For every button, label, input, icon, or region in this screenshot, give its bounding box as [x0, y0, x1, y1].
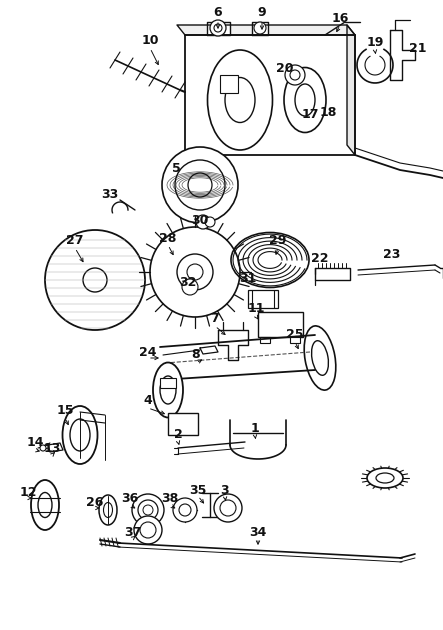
Ellipse shape	[31, 480, 59, 530]
Circle shape	[132, 494, 164, 526]
Circle shape	[214, 24, 222, 32]
Text: 37: 37	[124, 525, 142, 539]
Ellipse shape	[38, 493, 52, 517]
Circle shape	[173, 498, 197, 522]
Text: 21: 21	[409, 42, 427, 55]
Bar	[290, 337, 300, 343]
Text: 5: 5	[171, 161, 180, 175]
Text: 16: 16	[331, 11, 349, 25]
Circle shape	[220, 500, 236, 516]
Ellipse shape	[62, 406, 97, 464]
Text: 19: 19	[366, 35, 384, 49]
Text: 4: 4	[144, 394, 152, 406]
Text: 27: 27	[66, 234, 84, 246]
Text: 29: 29	[269, 234, 287, 246]
Polygon shape	[185, 35, 355, 155]
Text: 36: 36	[121, 491, 139, 505]
Text: 10: 10	[141, 33, 159, 47]
Text: 35: 35	[189, 483, 207, 496]
Text: 23: 23	[383, 248, 400, 261]
Bar	[168, 413, 198, 435]
Text: 8: 8	[192, 348, 200, 362]
Circle shape	[140, 522, 156, 538]
Bar	[160, 378, 176, 388]
Ellipse shape	[70, 419, 90, 451]
Circle shape	[40, 445, 46, 451]
Text: 25: 25	[286, 328, 304, 341]
Ellipse shape	[367, 468, 403, 488]
Ellipse shape	[160, 376, 176, 404]
Bar	[260, 337, 270, 343]
Bar	[220, 75, 238, 93]
Circle shape	[175, 160, 225, 210]
Polygon shape	[218, 330, 248, 360]
Text: 26: 26	[86, 496, 104, 508]
Text: 9: 9	[258, 6, 266, 18]
Text: 20: 20	[276, 62, 294, 74]
Text: 34: 34	[249, 525, 267, 539]
Circle shape	[177, 254, 213, 290]
Text: 28: 28	[159, 231, 177, 244]
Polygon shape	[207, 22, 230, 35]
Ellipse shape	[104, 503, 113, 517]
Text: 1: 1	[251, 421, 259, 435]
Bar	[248, 290, 278, 308]
Text: 14: 14	[26, 437, 44, 449]
Text: 15: 15	[56, 403, 74, 416]
Circle shape	[138, 500, 158, 520]
Text: 7: 7	[210, 311, 219, 324]
Circle shape	[205, 217, 215, 227]
Polygon shape	[252, 22, 268, 35]
Ellipse shape	[311, 341, 328, 375]
Text: 38: 38	[161, 491, 179, 505]
Circle shape	[162, 147, 238, 223]
Polygon shape	[315, 268, 350, 280]
Circle shape	[143, 505, 153, 515]
Ellipse shape	[295, 84, 315, 116]
Ellipse shape	[207, 50, 272, 150]
Polygon shape	[48, 443, 63, 452]
Polygon shape	[200, 346, 218, 354]
Text: 32: 32	[179, 275, 197, 289]
Circle shape	[150, 227, 240, 317]
Text: 3: 3	[221, 483, 229, 496]
Text: 17: 17	[301, 108, 319, 122]
Text: 33: 33	[101, 188, 119, 202]
Circle shape	[134, 516, 162, 544]
Circle shape	[290, 70, 300, 80]
Circle shape	[285, 65, 305, 85]
Ellipse shape	[304, 326, 336, 390]
Circle shape	[83, 268, 107, 292]
Text: 31: 31	[239, 272, 256, 285]
Circle shape	[196, 215, 210, 229]
Ellipse shape	[99, 495, 117, 525]
Ellipse shape	[153, 362, 183, 418]
Polygon shape	[347, 25, 355, 155]
Circle shape	[214, 494, 242, 522]
Text: 30: 30	[191, 214, 209, 227]
Circle shape	[179, 504, 191, 516]
Bar	[258, 312, 303, 337]
Text: 24: 24	[139, 345, 157, 358]
Text: 6: 6	[214, 6, 222, 18]
Ellipse shape	[284, 67, 326, 132]
Circle shape	[188, 173, 212, 197]
Circle shape	[187, 264, 203, 280]
Polygon shape	[390, 30, 415, 80]
Circle shape	[210, 20, 226, 36]
Text: 2: 2	[174, 428, 183, 442]
Text: 18: 18	[319, 105, 337, 118]
Text: 11: 11	[247, 302, 265, 314]
Ellipse shape	[225, 77, 255, 122]
Circle shape	[182, 279, 198, 295]
Text: 22: 22	[311, 251, 329, 265]
Text: 12: 12	[19, 486, 37, 498]
Polygon shape	[177, 25, 355, 35]
Circle shape	[254, 22, 266, 34]
Ellipse shape	[376, 473, 394, 483]
Text: 13: 13	[43, 442, 61, 454]
Circle shape	[45, 230, 145, 330]
